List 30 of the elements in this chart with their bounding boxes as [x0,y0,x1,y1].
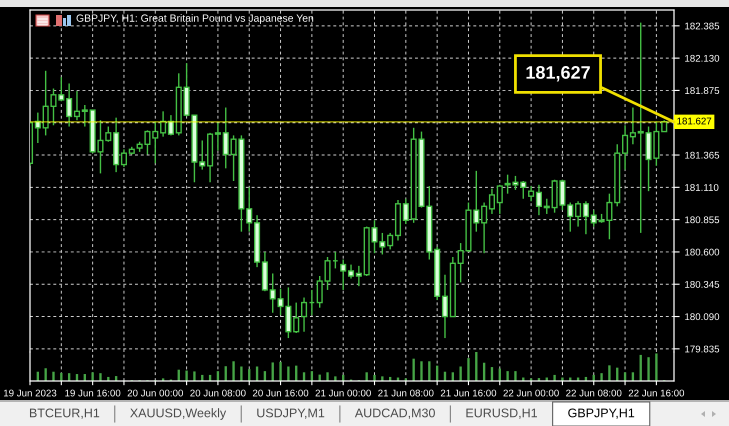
text: AUDCAD,M30 [354,408,435,419]
y-tick-label: 180.345 [685,280,720,288]
text: USDJPY,M1 [257,408,324,419]
y-tick-label: 181.875 [685,87,720,94]
y-tick-label: 179.835 [685,346,720,352]
y-tick-label: 180.600 [685,248,720,256]
x-tick-label: 21 Jun 00:00 [316,390,371,396]
y-tick-label: 180.855 [685,216,720,224]
x-tick-label: 20 Jun 00:00 [128,390,184,396]
y-tick-label: 181.365 [685,152,720,159]
x-tick-label: 20 Jun 16:00 [252,390,308,396]
x-tick-label: 21 Jun 08:00 [378,390,434,396]
annotation: 181,627 [526,66,590,82]
x-tick-label: 22 Jun 08:00 [566,390,622,396]
text: XAUUSD,Weekly [130,408,226,420]
text: EURUSD,H1 [466,408,538,419]
y-tick-label: 182.385 [685,22,720,30]
y-tick-label: 180.090 [685,313,720,320]
x-tick-label: 20 Jun 08:00 [190,390,246,396]
y-tick-label: 181.110 [685,184,718,191]
text: BTCEUR,H1 [30,408,100,419]
x-tick-label: 19 Jun 16:00 [65,390,120,396]
chart-title: GBPJPY, H1: Great Britain Pound vs Japanese Yen [76,14,314,24]
y-tick-label: 182.130 [685,54,720,62]
ref-line-label: 181.627 [677,118,712,124]
text: GBPJPY,H1 [568,408,634,419]
x-tick-label: 22 Jun 00:00 [503,390,559,396]
x-tick-label: 21 Jun 16:00 [440,390,496,396]
x-tick-label: 19 Jun 2023 [4,390,56,396]
x-tick-label: 22 Jun 16:00 [628,390,684,396]
